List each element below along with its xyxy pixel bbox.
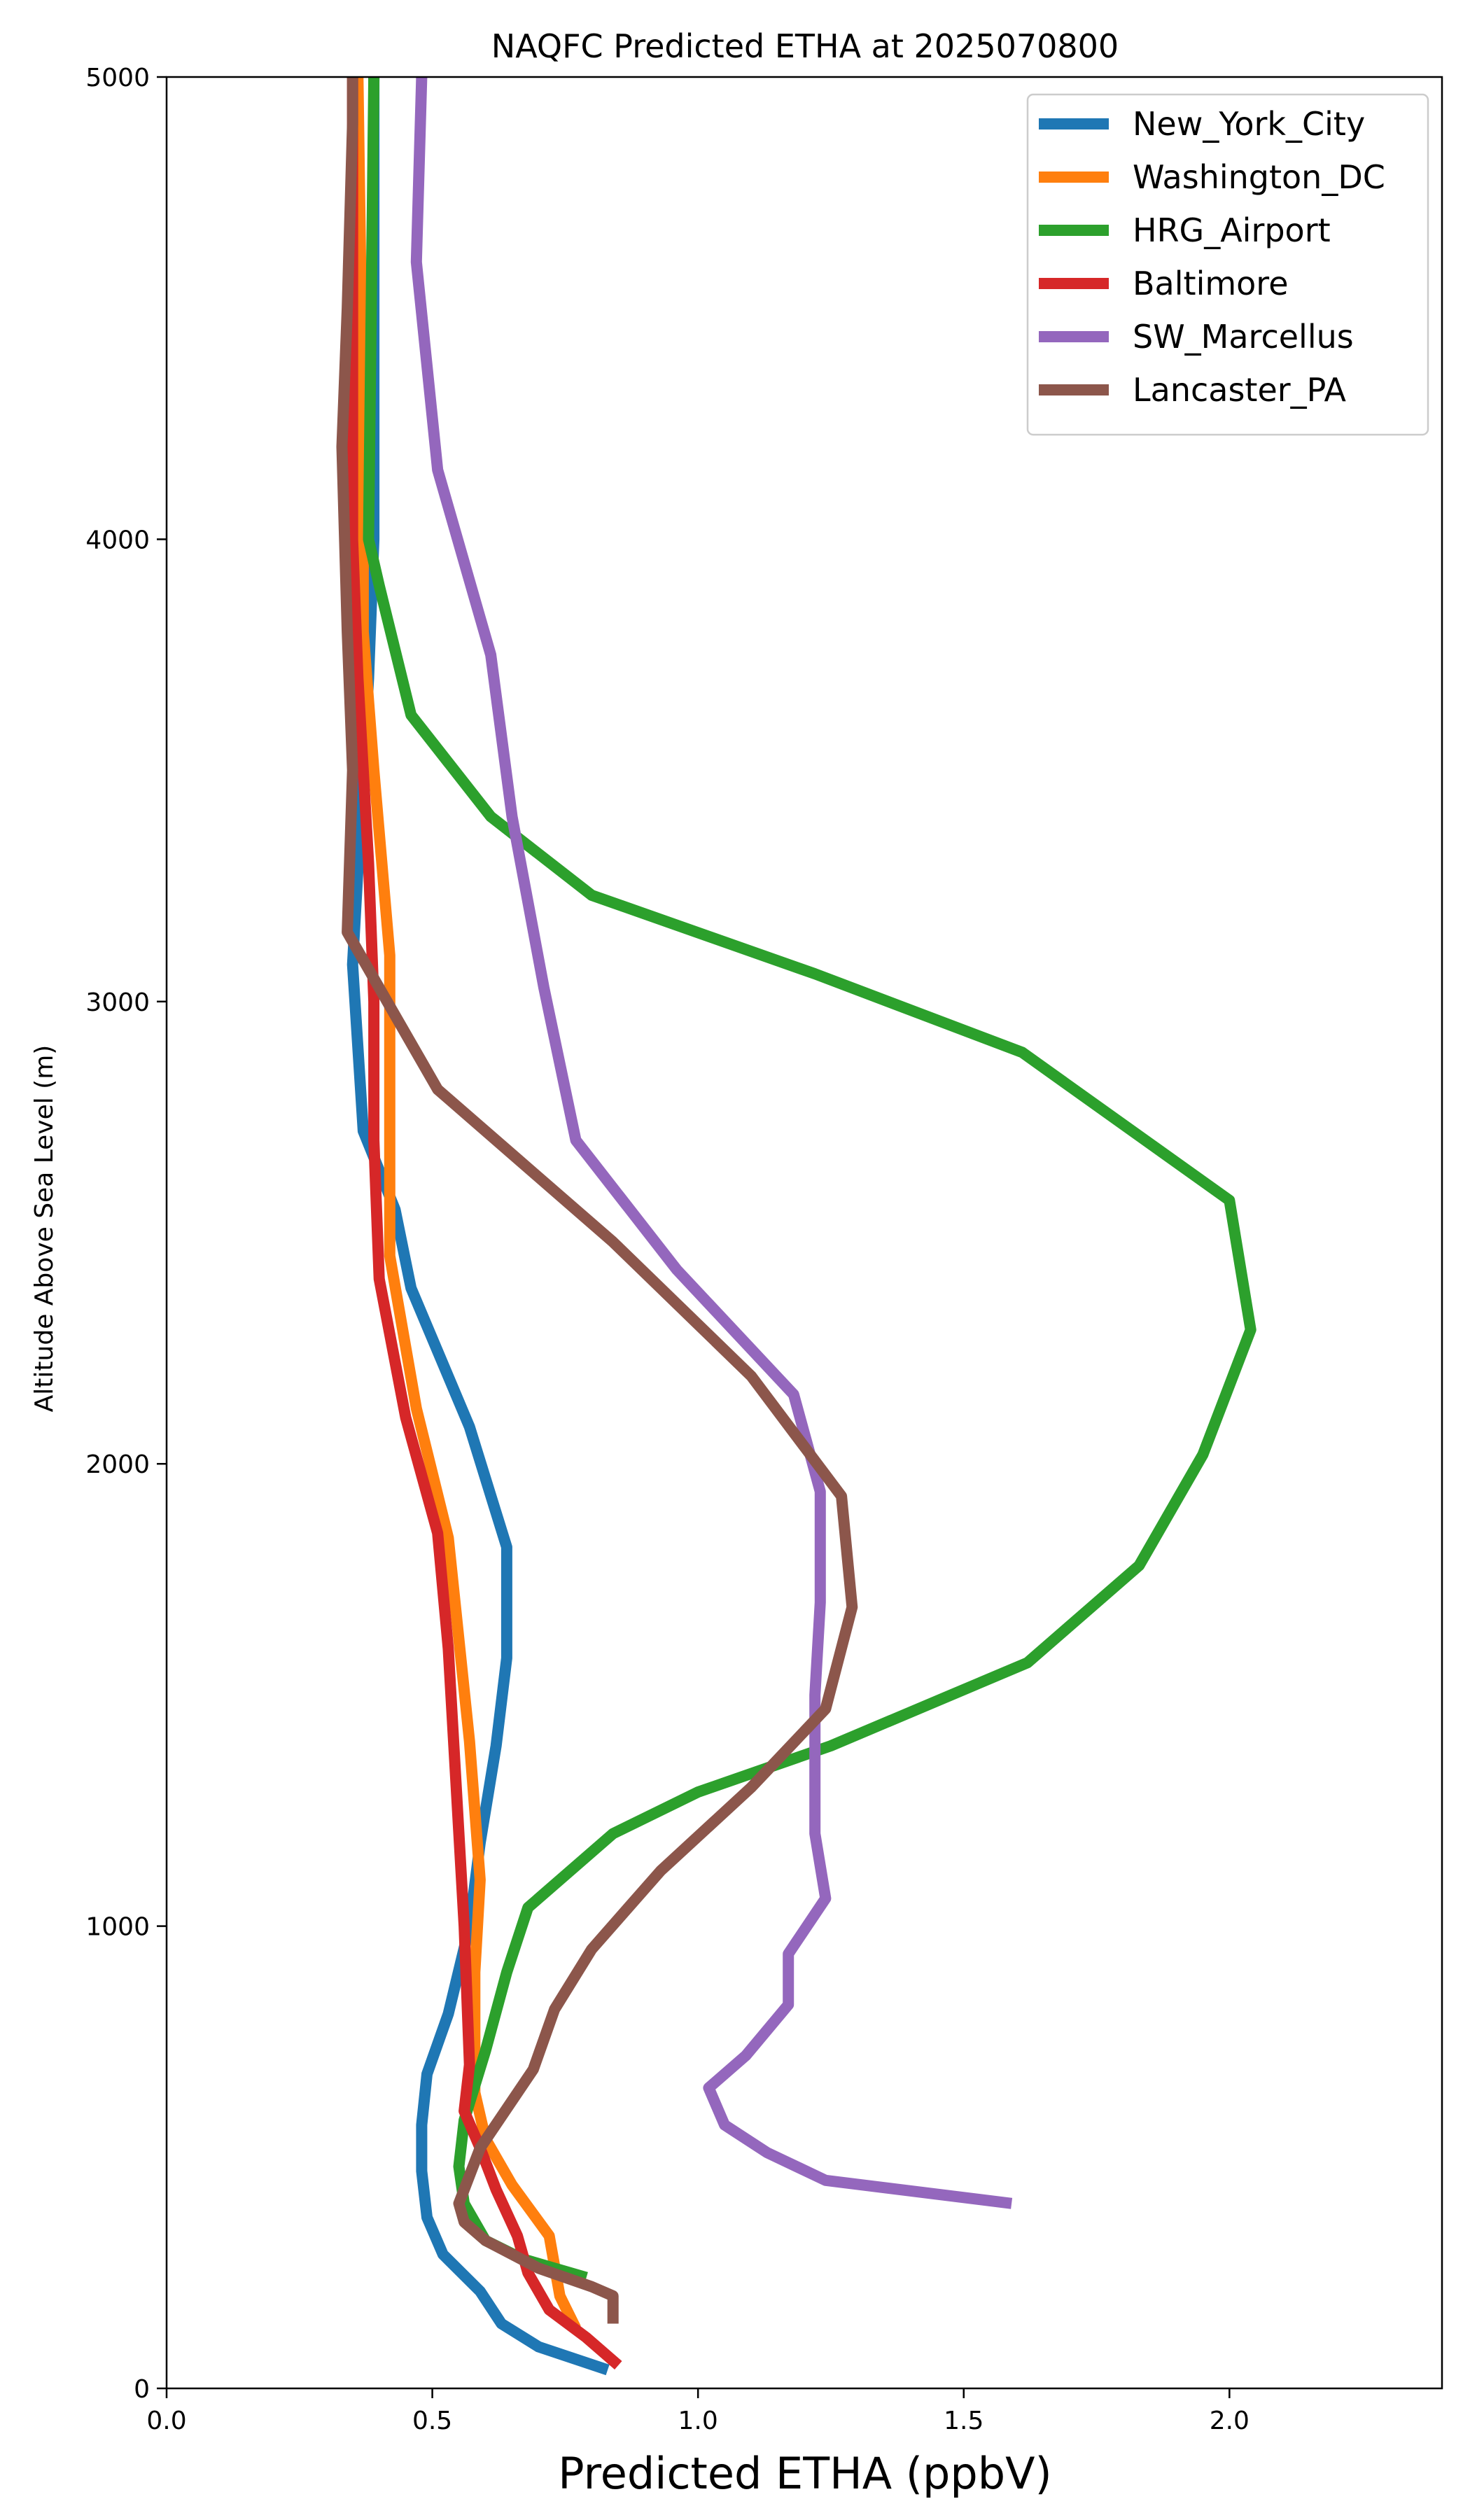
y-tick-label: 4000 [85, 526, 150, 554]
x-axis-ticks: 0.0 0.5 1.0 1.5 2.0 [146, 2388, 1250, 2435]
y-tick-label: 1000 [85, 1913, 150, 1942]
legend-label: SW_Marcellus [1133, 318, 1354, 356]
series-line-lancaster-pa [336, 77, 858, 2324]
y-tick-label: 5000 [85, 64, 150, 92]
y-tick-label: 3000 [85, 988, 150, 1017]
legend-label: New_York_City [1133, 105, 1365, 143]
legend-box [1026, 93, 1429, 436]
y-tick-label: 0 [134, 2375, 150, 2404]
x-axis-label: Predicted ETHA (ppbV) [558, 2448, 1051, 2499]
plot-frame [165, 76, 1443, 2390]
x-tick-label: 0.5 [412, 2407, 452, 2435]
chart-title: NAQFC Predicted ETHA at 2025070800 [491, 27, 1119, 65]
legend-label: Baltimore [1133, 265, 1289, 302]
series-line-washington-dc [352, 76, 581, 2331]
legend: New_York_City Washington_DC HRG_Airport Bal… [1026, 93, 1429, 436]
y-axis-ticks: 0 1000 2000 3000 4000 5000 [85, 64, 167, 2404]
y-axis-label: Altitude Above Sea Level (m) [30, 1045, 59, 1413]
x-tick-label: 0.0 [146, 2407, 186, 2435]
x-tick-label: 1.0 [678, 2407, 718, 2435]
x-tick-label: 1.5 [944, 2407, 983, 2435]
series-line-hrg-airport [363, 76, 1256, 2283]
series-layer [336, 76, 1256, 2376]
y-tick-label: 2000 [85, 1450, 150, 1479]
x-tick-label: 2.0 [1210, 2407, 1250, 2435]
series-line-sw-marcellus [410, 76, 1013, 2209]
legend-label: HRG_Airport [1133, 211, 1331, 249]
legend-label: Lancaster_PA [1133, 371, 1346, 409]
legend-label: Washington_DC [1133, 158, 1385, 196]
